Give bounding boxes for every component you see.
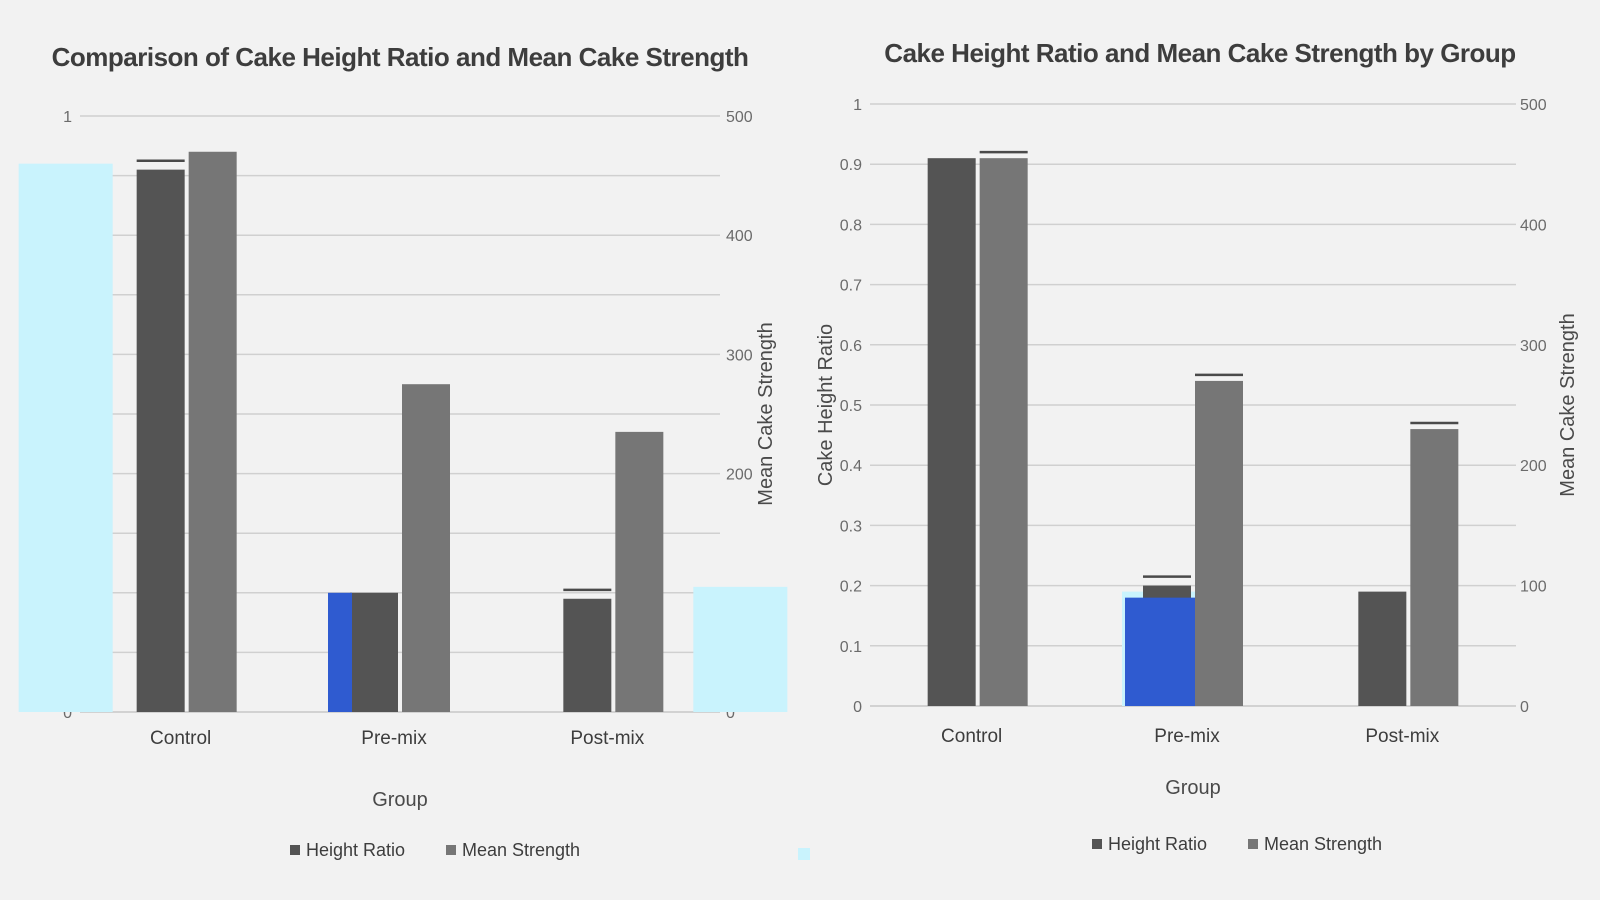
right-axis-title: Mean Cake Strength: [1557, 313, 1579, 496]
highlight-region: [18, 163, 113, 712]
right-tick-label: 400: [1520, 217, 1547, 234]
chart-2: Cake Height Ratio and Mean Cake Strength…: [815, 38, 1579, 854]
bar-height-ratio: [563, 598, 612, 712]
category-label: Control: [150, 728, 211, 749]
chart-title: Comparison of Cake Height Ratio and Mean…: [52, 42, 749, 72]
legend-label: Mean Strength: [462, 840, 580, 860]
right-tick-label: 0: [726, 705, 735, 722]
right-tick-label: 200: [1520, 458, 1547, 475]
bar-mean-strength: [1410, 429, 1459, 706]
left-tick-label: 0.3: [840, 518, 862, 535]
legend-label: Height Ratio: [306, 840, 405, 860]
bar-mean-strength: [1195, 380, 1243, 706]
left-tick-label: 0.6: [840, 338, 862, 355]
legend-label: Height Ratio: [1108, 834, 1207, 854]
bar-height-ratio: [136, 169, 185, 712]
right-tick-label: 100: [1520, 579, 1547, 596]
category-label: Control: [941, 726, 1002, 747]
left-tick-label: 0.5: [840, 398, 862, 415]
right-tick-label: 0: [1520, 699, 1529, 716]
right-tick-label: 500: [726, 109, 753, 126]
legend-swatch: [1248, 839, 1258, 849]
highlight-bar: [1125, 597, 1195, 706]
x-axis-title: Group: [1165, 777, 1221, 799]
bar-mean-strength: [402, 384, 450, 712]
left-axis-title: Cake Height Ratio: [815, 324, 837, 486]
bar-height-ratio: [350, 592, 398, 712]
right-tick-label: 300: [1520, 338, 1547, 355]
left-tick-label: 1: [853, 97, 862, 114]
legend-swatch: [1092, 839, 1102, 849]
left-tick-label: 1: [63, 109, 72, 126]
right-tick-label: 300: [726, 347, 753, 364]
right-tick-label: 500: [1520, 97, 1547, 114]
bar-height-ratio: [1358, 591, 1407, 706]
left-tick-label: 0.7: [840, 278, 862, 295]
category-label: Post-mix: [1365, 726, 1439, 747]
left-tick-label: 0.4: [840, 458, 862, 475]
left-tick-label: 0.2: [840, 579, 862, 596]
legend-label: Mean Strength: [1264, 834, 1382, 854]
chart-title: Cake Height Ratio and Mean Cake Strength…: [884, 38, 1515, 68]
x-axis-title: Group: [372, 789, 428, 811]
left-tick-label: 0: [853, 699, 862, 716]
highlight-bar: [328, 592, 352, 712]
bar-mean-strength: [188, 151, 237, 712]
highlight-region: [693, 586, 788, 712]
legend-swatch: [290, 845, 300, 855]
right-tick-label: 200: [726, 467, 753, 484]
right-axis-title: Mean Cake Strength: [755, 322, 777, 505]
category-label: Pre-mix: [361, 728, 427, 749]
left-tick-label: 0.8: [840, 217, 862, 234]
left-tick-label: 0.1: [840, 639, 862, 656]
right-tick-label: 400: [726, 228, 753, 245]
chart-1: Comparison of Cake Height Ratio and Mean…: [18, 42, 788, 860]
bar-mean-strength: [979, 158, 1028, 706]
category-label: Post-mix: [570, 728, 644, 749]
left-tick-label: 0.9: [840, 157, 862, 174]
category-label: Pre-mix: [1154, 726, 1220, 747]
legend-swatch: [446, 845, 456, 855]
bar-mean-strength: [615, 431, 664, 712]
legend-marker-cyan: [798, 848, 810, 860]
left-tick-label: 0: [63, 705, 72, 722]
bar-height-ratio: [927, 158, 976, 706]
